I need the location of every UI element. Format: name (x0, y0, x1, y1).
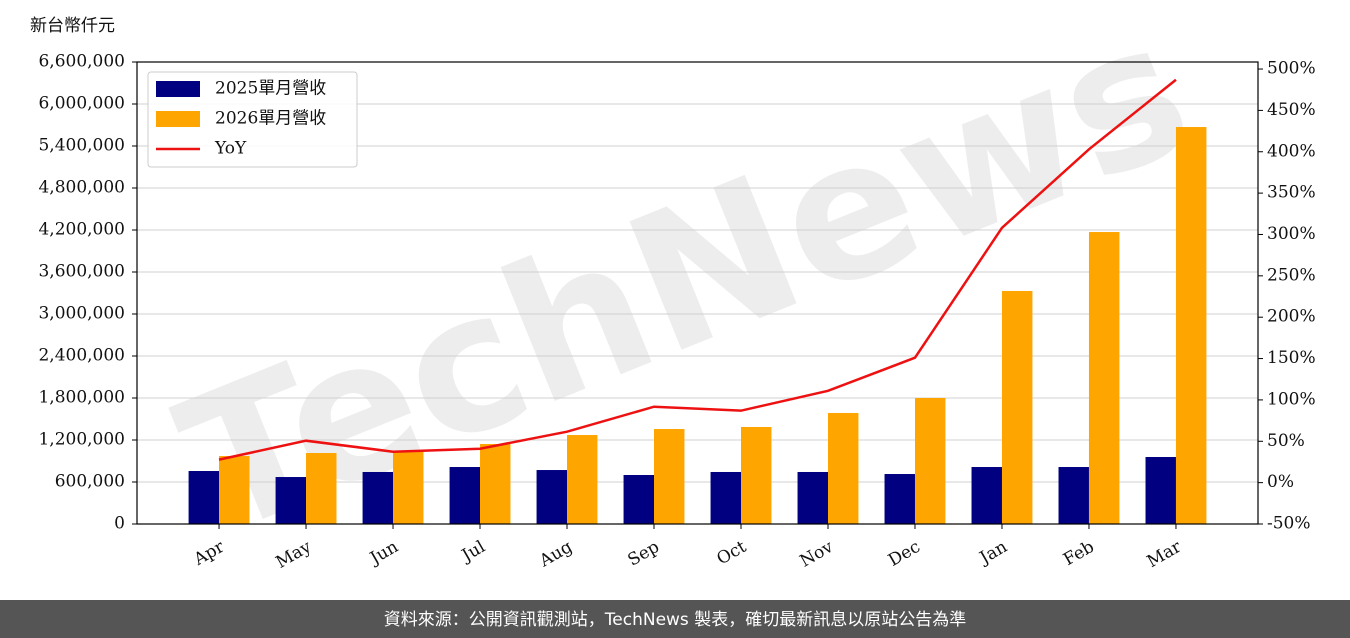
legend-label: 2026單月營收 (215, 109, 326, 129)
y2-tick-label: 100% (1267, 389, 1316, 409)
legend: 2025單月營收 2026單月營收 YoY (147, 71, 358, 168)
plot-frame (136, 61, 1259, 525)
y2-tick-label: 250% (1267, 265, 1316, 285)
legend-swatch (156, 81, 200, 97)
y2-tick-label: 300% (1267, 224, 1316, 244)
bar (623, 475, 655, 524)
y2-tick-label: 50% (1267, 431, 1305, 451)
legend-box (147, 71, 358, 168)
y2-tick-label: -50% (1267, 514, 1311, 534)
bar (480, 443, 511, 524)
bar (740, 426, 772, 524)
bar (188, 471, 220, 524)
y-tick-label: 3,600,000 (38, 262, 125, 282)
bar (219, 456, 250, 524)
x-tick-label: Jan (975, 537, 1011, 569)
y2-tick-label: 200% (1267, 307, 1316, 327)
bar (449, 467, 481, 524)
bar (1145, 457, 1176, 524)
bar (567, 435, 598, 524)
bar (797, 471, 828, 524)
y-tick-label: 5,400,000 (38, 136, 125, 156)
bar (914, 398, 946, 524)
bar (1058, 467, 1089, 524)
y2-tick-label: 500% (1267, 59, 1316, 79)
y-tick-label: 6,600,000 (38, 52, 125, 72)
footer-text: 資料來源：公開資訊觀測站，TechNews 製表，確切最新訊息以原站公告為準 (384, 610, 966, 630)
y2-tick-label: 0% (1267, 472, 1294, 492)
y2-tick-label: 450% (1267, 100, 1316, 120)
y-tick-label: 3,000,000 (38, 304, 125, 324)
x-tick-label: Dec (885, 537, 924, 571)
x-tick-label: Feb (1060, 537, 1098, 570)
y-tick-label: 600,000 (55, 472, 125, 492)
y-tick-label: 6,000,000 (38, 94, 125, 114)
y2-tick-label: 150% (1267, 348, 1316, 368)
bar (536, 470, 568, 524)
x-tick-label: Aug (535, 537, 576, 572)
y2-tick-label: 350% (1267, 183, 1316, 203)
legend-label: 2025單月營收 (215, 79, 326, 99)
bar (654, 429, 685, 524)
x-tick-label: Jul (457, 537, 489, 567)
x-tick-label: Sep (625, 537, 663, 571)
footer-bar (0, 600, 1350, 638)
bar (1175, 127, 1207, 524)
y-tick-label: 4,200,000 (38, 220, 125, 240)
bar (393, 450, 424, 524)
x-tick-label: Nov (797, 537, 837, 572)
x-tick-label: Oct (714, 537, 750, 570)
line-series (218, 78, 1177, 461)
y-tick-label: 1,800,000 (38, 388, 125, 408)
bar (884, 474, 915, 524)
bar (827, 412, 859, 524)
legend-label: YoY (214, 139, 247, 159)
bar (362, 471, 394, 524)
bar (306, 453, 337, 524)
bar (1001, 290, 1033, 524)
x-tick-label: Mar (1144, 536, 1186, 572)
y-tick-label: 1,200,000 (38, 430, 125, 450)
y-tick-label: 0 (114, 514, 125, 534)
bar (1088, 232, 1120, 524)
bar (275, 477, 307, 524)
y-tick-label: 2,400,000 (38, 346, 125, 366)
bar (971, 467, 1002, 524)
y-axis-unit: 新台幣仟元 (30, 16, 115, 36)
x-tick-label: Jun (365, 537, 402, 570)
bar (710, 471, 741, 524)
y2-tick-label: 400% (1267, 141, 1316, 161)
y-tick-label: 4,800,000 (38, 178, 125, 198)
legend-swatch (156, 111, 200, 127)
